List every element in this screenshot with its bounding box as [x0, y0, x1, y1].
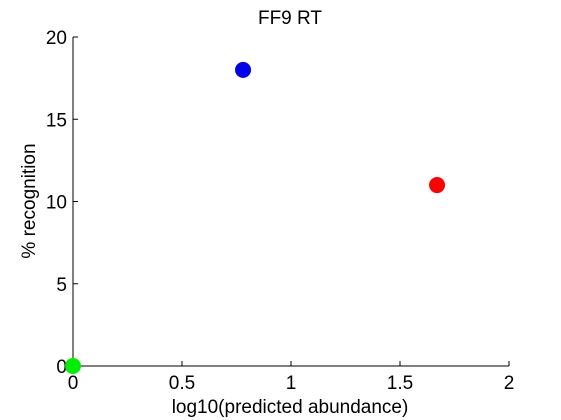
x-axis-label: log10(predicted abundance) — [172, 397, 409, 418]
x-tick-label: 1 — [286, 373, 297, 394]
data-points — [65, 61, 446, 374]
data-point — [429, 177, 446, 194]
y-axis-label: % recognition — [19, 143, 40, 258]
chart-title: FF9 RT — [258, 8, 322, 29]
y-tick-label: 20 — [46, 28, 67, 49]
y-tick-label: 10 — [46, 193, 67, 214]
y-tick-label: 15 — [46, 110, 67, 131]
y-tick-label: 0 — [56, 357, 67, 378]
data-point — [65, 358, 81, 374]
x-tick-label: 2 — [504, 373, 515, 394]
x-tick-label: 1.5 — [387, 373, 413, 394]
y-ticks: 0 5 10 15 20 — [46, 28, 78, 378]
data-point — [235, 61, 252, 78]
y-tick-label: 5 — [56, 275, 67, 296]
x-tick-label: 0.5 — [169, 373, 195, 394]
x-tick-label: 0 — [68, 373, 79, 394]
axes — [72, 37, 509, 367]
x-ticks: 0 0.5 1 1.5 2 — [68, 361, 515, 394]
